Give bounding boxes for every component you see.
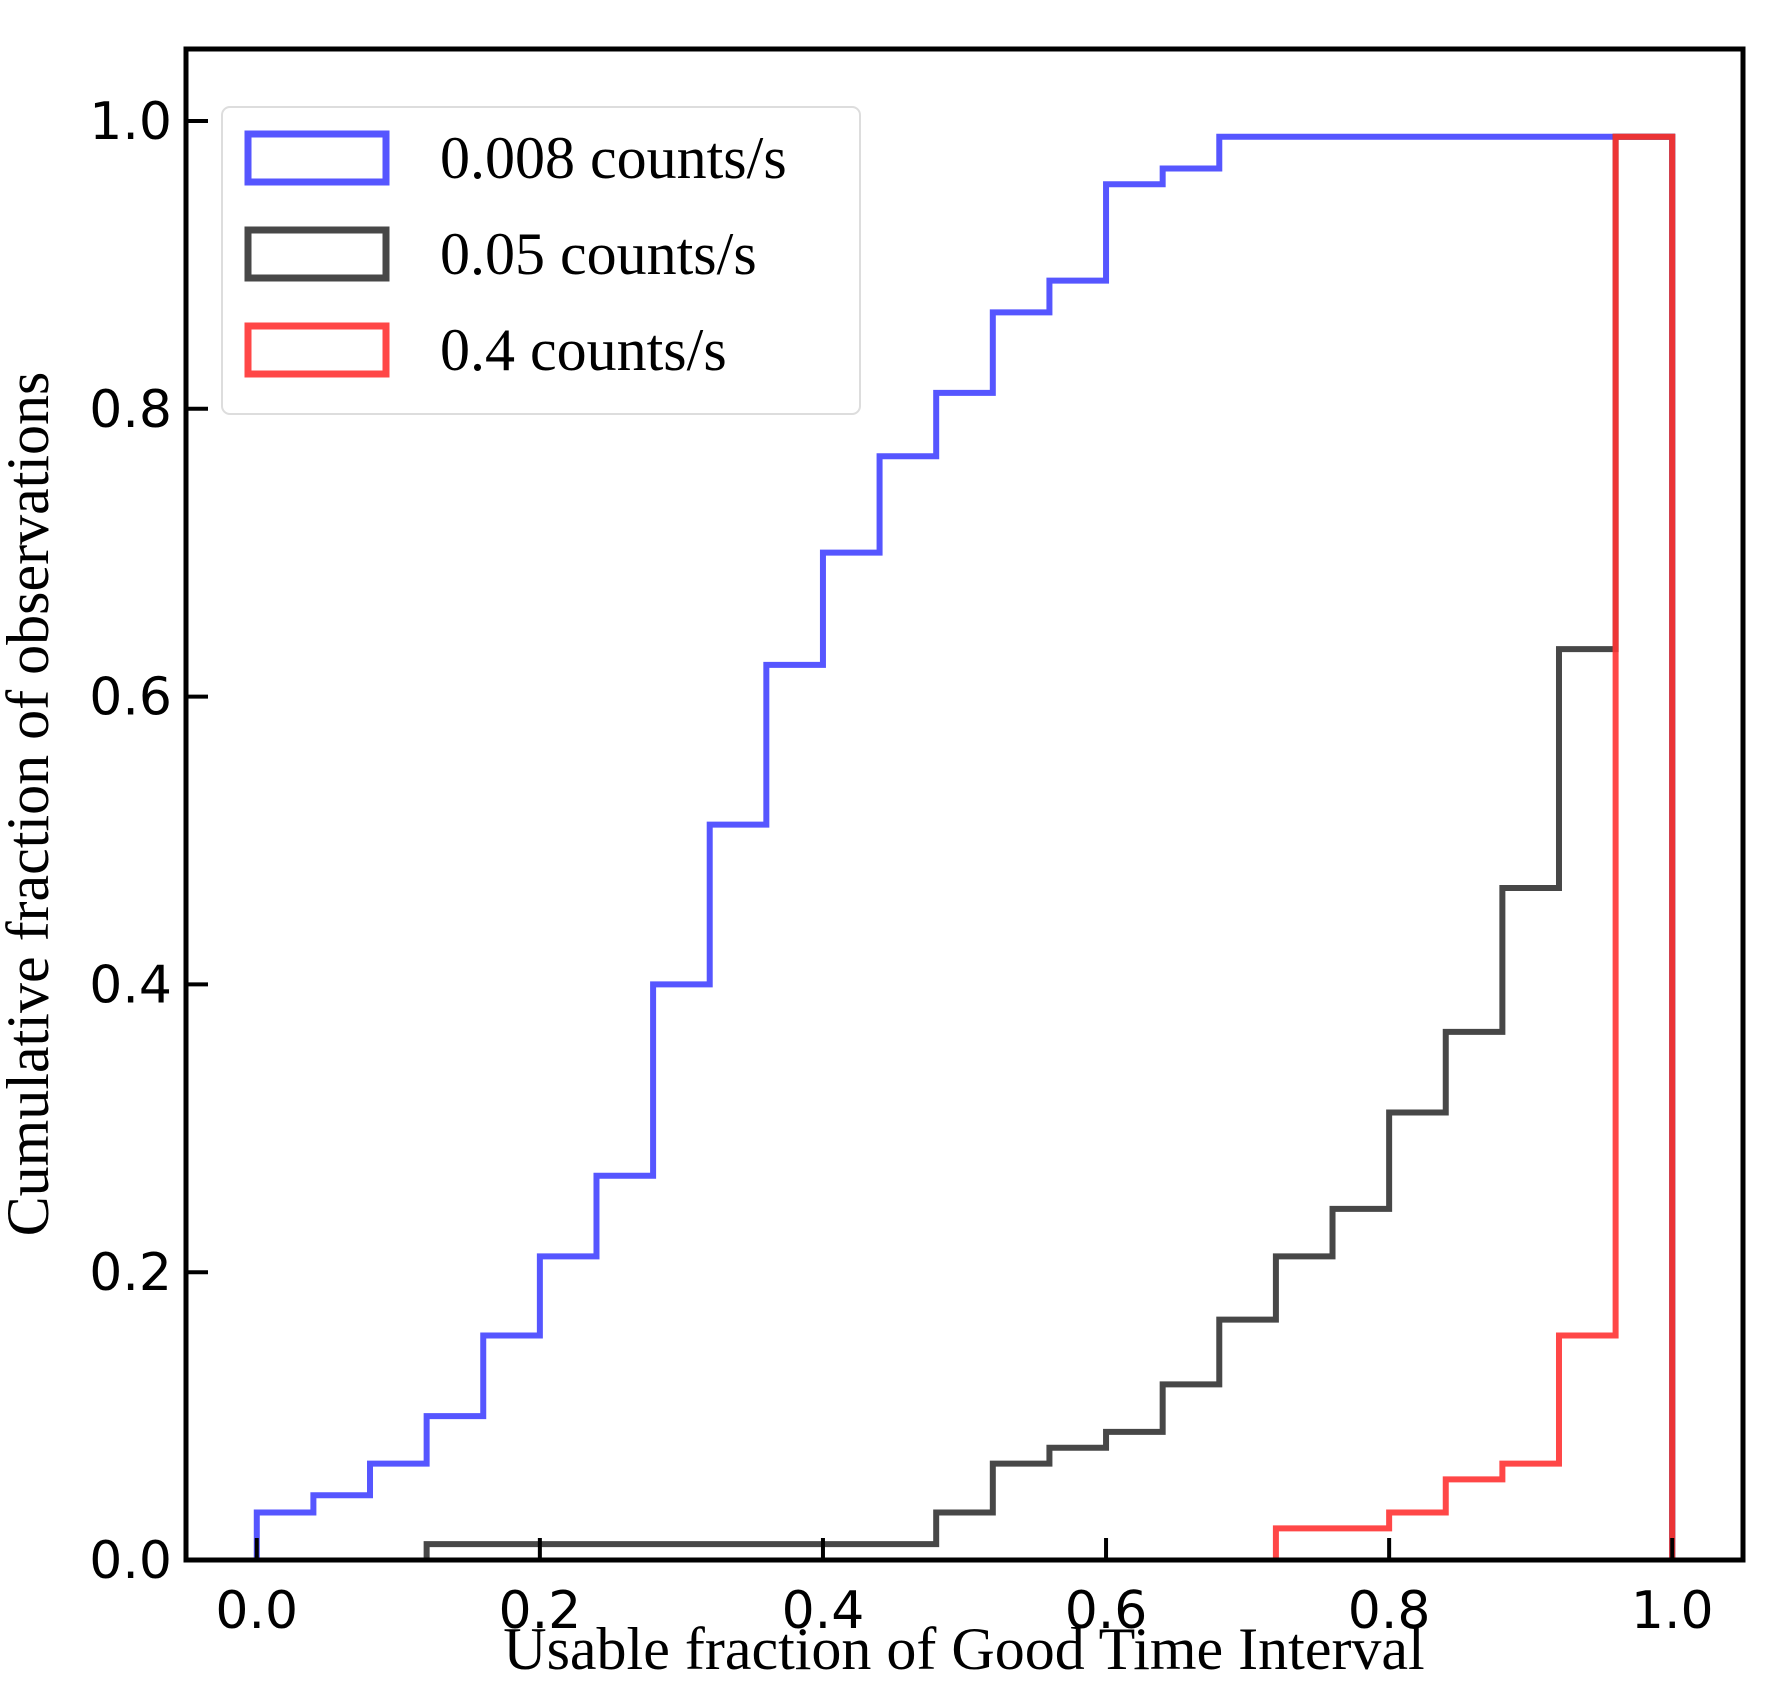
legend-swatch-2 [244, 322, 390, 378]
x-tick-label: 0.0 [215, 1581, 298, 1641]
y-tick-label: 0.0 [89, 1531, 172, 1591]
legend-swatch-0 [244, 130, 390, 186]
legend-label-1: 0.05 counts/s [440, 221, 757, 287]
y-tick-label: 0.4 [89, 955, 172, 1015]
legend-swatch-1 [244, 226, 390, 282]
y-tick-label: 0.8 [89, 380, 172, 440]
x-tick-label: 0.4 [782, 1581, 865, 1641]
x-tick-label: 0.6 [1065, 1581, 1148, 1641]
y-tick-label: 0.6 [89, 668, 172, 728]
plot-frame [183, 46, 1746, 1563]
legend-label-0: 0.008 counts/s [440, 125, 787, 191]
series-layer [253, 133, 1676, 1560]
series-1-step-line [423, 133, 1676, 1560]
x-tick-label: 1.0 [1631, 1581, 1714, 1641]
legend-label-2: 0.4 counts/s [440, 317, 727, 383]
y-tick-label: 0.2 [89, 1243, 172, 1303]
x-tick-label: 0.2 [499, 1581, 582, 1641]
x-tick-label: 0.8 [1348, 1581, 1431, 1641]
x-axis-label: Usable fraction of Good Time Interval [503, 1616, 1424, 1682]
series-2-step-line [1272, 133, 1676, 1560]
y-axis-label: Cumulative fraction of observations [0, 372, 61, 1237]
legend: 0.008 counts/s 0.05 counts/s 0.4 counts/s [221, 106, 861, 415]
ticks-layer: 0.0 0.2 0.4 0.6 0.8 1.0 0.0 0.2 0.4 0.6 0.8 1.0 [89, 92, 1713, 1641]
y-tick-label: 1.0 [89, 92, 172, 152]
series-0-step-line [253, 133, 1676, 1560]
